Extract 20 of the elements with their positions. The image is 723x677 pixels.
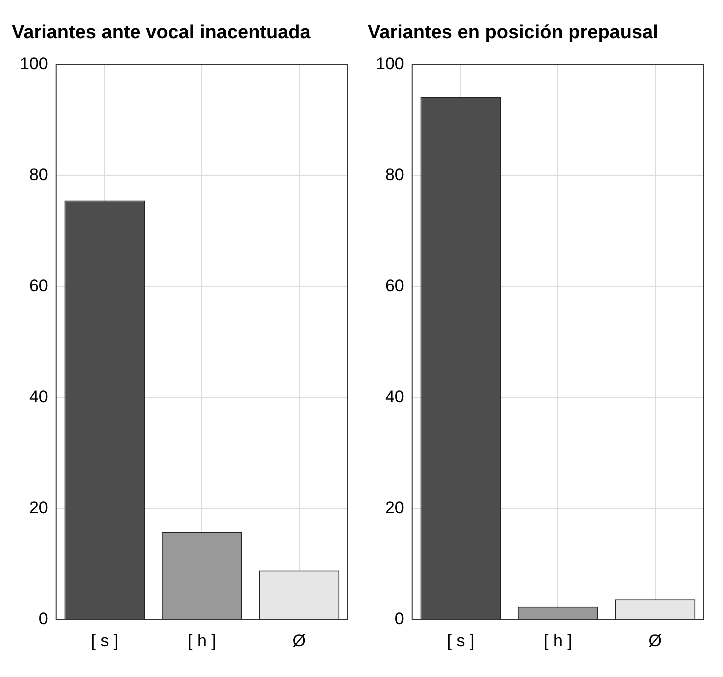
- y-tick-label: 80: [385, 165, 404, 184]
- y-tick-label: 40: [385, 387, 404, 406]
- y-tick-label: 60: [29, 276, 48, 296]
- y-tick-label: 100: [20, 54, 48, 74]
- x-tick-label: [ h ]: [188, 631, 216, 650]
- y-tick-label: 0: [38, 609, 48, 628]
- x-tick-label: [ s ]: [91, 631, 119, 650]
- x-tick-label: Ø: [648, 631, 662, 650]
- y-tick-label: 0: [394, 609, 404, 628]
- y-tick-label: 100: [376, 54, 404, 74]
- y-tick-label: 60: [385, 276, 404, 296]
- x-tick-label: [ s ]: [447, 631, 475, 650]
- chart-title: Variantes ante vocal inacentuada: [12, 22, 312, 44]
- chart-title: Variantes en posición prepausal: [368, 22, 658, 44]
- y-tick-label: 20: [385, 498, 404, 518]
- y-tick-label: 80: [29, 165, 48, 184]
- y-tick-label: 40: [29, 387, 48, 406]
- x-tick-label: [ h ]: [544, 631, 572, 650]
- x-tick-label: Ø: [292, 631, 306, 650]
- y-tick-label: 20: [29, 498, 48, 518]
